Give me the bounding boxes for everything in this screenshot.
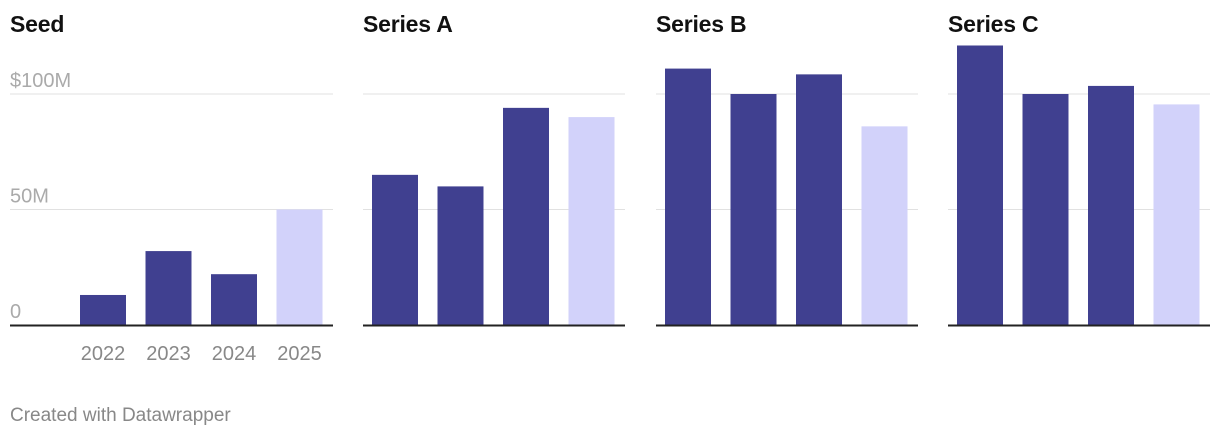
bar-2025 <box>568 117 615 325</box>
panel-title-series-a: Series A <box>363 11 453 37</box>
x-tick-label: 2022 <box>81 343 126 365</box>
x-tick-label: 2023 <box>146 343 191 365</box>
panel-title-series-c: Series C <box>948 11 1039 37</box>
credit-footer: Created with Datawrapper <box>10 405 231 426</box>
bar-2024 <box>796 74 842 326</box>
bar-2022 <box>665 68 711 325</box>
bar-2024 <box>211 274 257 325</box>
bar-2022 <box>372 174 418 325</box>
y-tick-label: $100M <box>10 70 71 92</box>
x-tick-label: 2024 <box>212 343 257 365</box>
y-tick-label: 50M <box>10 186 49 208</box>
bar-2024 <box>503 107 549 325</box>
bar-2022 <box>957 45 1003 326</box>
y-tick-label: 0 <box>10 301 21 323</box>
bar-2022 <box>80 294 126 325</box>
bar-2023 <box>1022 94 1069 325</box>
panel-title-seed: Seed <box>10 11 65 37</box>
bar-2023 <box>145 251 192 325</box>
bar-2023 <box>730 94 777 325</box>
x-tick-label: 2025 <box>277 343 322 365</box>
bar-2025 <box>1153 104 1200 326</box>
panel-title-series-b: Series B <box>656 11 747 37</box>
bar-2023 <box>437 186 484 325</box>
bar-2025 <box>861 126 908 325</box>
bar-2025 <box>276 209 323 325</box>
bar-2024 <box>1088 85 1134 325</box>
